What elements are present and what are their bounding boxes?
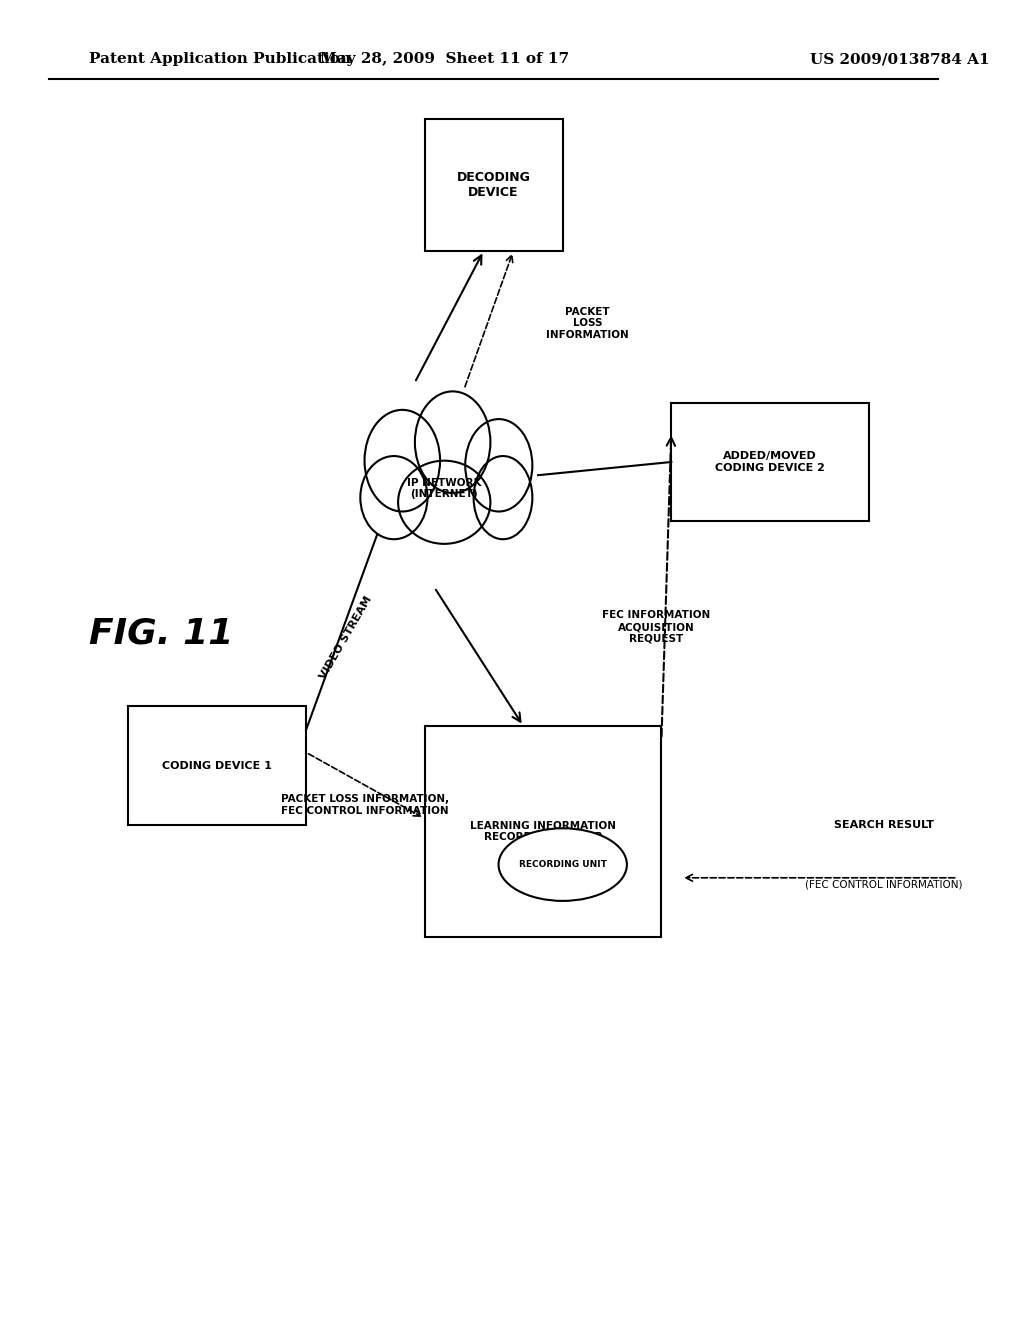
- Ellipse shape: [360, 455, 427, 539]
- Ellipse shape: [365, 409, 440, 511]
- FancyBboxPatch shape: [672, 403, 868, 521]
- Text: FEC INFORMATION
ACQUISITION
REQUEST: FEC INFORMATION ACQUISITION REQUEST: [602, 610, 711, 644]
- FancyBboxPatch shape: [128, 706, 306, 825]
- Text: Patent Application Publication: Patent Application Publication: [89, 53, 351, 66]
- FancyBboxPatch shape: [425, 119, 563, 251]
- Text: SEARCH RESULT: SEARCH RESULT: [834, 820, 934, 830]
- Text: LEARNING INFORMATION
RECORDING SERVER: LEARNING INFORMATION RECORDING SERVER: [470, 821, 616, 842]
- Text: (FEC CONTROL INFORMATION): (FEC CONTROL INFORMATION): [805, 879, 963, 890]
- Text: ADDED/MOVED
CODING DEVICE 2: ADDED/MOVED CODING DEVICE 2: [715, 451, 825, 473]
- Text: FIG. 11: FIG. 11: [89, 616, 233, 651]
- Text: RECORDING UNIT: RECORDING UNIT: [519, 861, 606, 869]
- Ellipse shape: [465, 418, 532, 512]
- Ellipse shape: [398, 461, 490, 544]
- Text: PACKET
LOSS
INFORMATION: PACKET LOSS INFORMATION: [546, 306, 629, 341]
- Text: VIDEO STREAM: VIDEO STREAM: [317, 594, 374, 681]
- Text: IP NETWORK
(INTERNET): IP NETWORK (INTERNET): [407, 478, 481, 499]
- Text: May 28, 2009  Sheet 11 of 17: May 28, 2009 Sheet 11 of 17: [319, 53, 568, 66]
- Text: DECODING
DEVICE: DECODING DEVICE: [457, 170, 530, 199]
- Text: PACKET LOSS INFORMATION,
FEC CONTROL INFORMATION: PACKET LOSS INFORMATION, FEC CONTROL INF…: [282, 795, 450, 816]
- Ellipse shape: [474, 455, 532, 539]
- FancyBboxPatch shape: [425, 726, 662, 937]
- Ellipse shape: [415, 391, 490, 492]
- Text: US 2009/0138784 A1: US 2009/0138784 A1: [810, 53, 989, 66]
- Text: CODING DEVICE 1: CODING DEVICE 1: [162, 760, 272, 771]
- Ellipse shape: [499, 829, 627, 902]
